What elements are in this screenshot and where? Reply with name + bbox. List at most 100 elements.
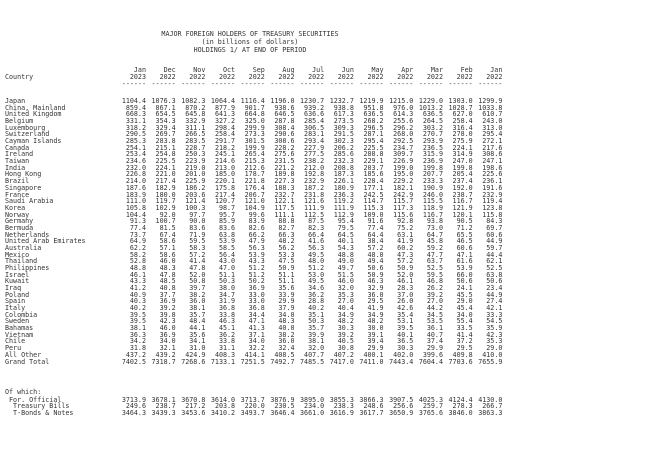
row-value-cell: 225.9: [185, 177, 206, 186]
row-value-cell: 290.5: [125, 130, 146, 139]
row-value-cell: 47.3: [397, 250, 414, 259]
row-value-cell: 195.0: [393, 170, 414, 179]
row-value-cell: 51.2: [248, 270, 265, 279]
row-value-cell: 646.5: [274, 110, 295, 119]
row-country-label: India: [5, 163, 26, 172]
row-value-cell: 38.0: [218, 284, 236, 293]
row-value-cell: 399.6: [422, 350, 443, 359]
row-value-cell: 63.8: [486, 270, 503, 279]
row-value-cell: 64.7: [426, 230, 443, 239]
row-value-cell: 44.1: [189, 324, 206, 333]
row-value-cell: 90.5: [456, 217, 473, 226]
row-value-cell: 867.1: [155, 103, 176, 112]
row-value-cell: 43.0: [218, 257, 236, 266]
row-value-cell: 238.7: [452, 190, 473, 199]
row-value-cell: 938.8: [333, 103, 354, 112]
row-value-cell: 29.0: [456, 297, 473, 306]
row-value-cell: 400.1: [363, 350, 384, 359]
column-header-rule: ------: [181, 80, 206, 88]
row-value-cell: 91.3: [129, 217, 146, 226]
row-country-label: Peru: [5, 344, 22, 353]
row-value-cell: 226.9: [393, 157, 414, 166]
table-row: Australia 62.2 57.1 58.3 58.5 56.3 56.2 56.3 54.…: [5, 245, 505, 252]
row-value-cell: 58.3: [189, 243, 206, 252]
table-row: China, Mainland 859.4 867.1 870.2 877.9 901.7…: [5, 103, 505, 112]
row-value-cell: 52.5: [426, 264, 443, 272]
row-value-cell: 186.2: [185, 183, 206, 192]
row-value-cell: 27.4: [486, 297, 503, 306]
column-header-year: 2023: [129, 73, 146, 81]
row-value-cell: 270.7: [422, 130, 443, 139]
row-value-cell: 115.6: [393, 210, 414, 219]
row-value-cell: 291.5: [333, 130, 354, 139]
row-value-cell: 273.5: [333, 117, 354, 126]
row-value-cell: 951.8: [363, 103, 384, 112]
row-value-cell: 100.7: [155, 217, 176, 226]
row-value-cell: 238.3: [333, 402, 354, 411]
row-value-cell: 243.0: [482, 117, 503, 126]
row-value-cell: 34.9: [367, 310, 384, 319]
row-value-cell: 295.4: [363, 137, 384, 146]
row-value-cell: 224.1: [452, 143, 473, 152]
table-row: Peru 31.8 32.1 31.0 31.1 32.2 32.4 32.0 30.8 29.9…: [5, 345, 505, 352]
row-value-cell: 32.4: [278, 344, 295, 353]
row-value-cell: 57.1: [159, 243, 176, 252]
row-value-cell: 1076.3: [151, 97, 176, 105]
column-header-rule: ------: [418, 80, 443, 88]
row-value-cell: 37.0: [397, 290, 414, 299]
table-row: Belgium 331.1 354.3 332.9 327.2 325.0 287.8 285…: [5, 118, 505, 125]
row-value-cell: 7655.9: [478, 357, 503, 366]
row-value-cell: 30.0: [367, 324, 384, 333]
row-value-cell: 46.1: [129, 270, 146, 279]
row-country-label: Spain: [5, 297, 26, 306]
row-value-cell: 39.8: [159, 310, 176, 319]
row-value-cell: 24.1: [456, 284, 473, 293]
row-value-cell: 1116.4: [240, 97, 265, 105]
column-header-rule: ------: [270, 80, 295, 88]
row-value-cell: 40.2: [308, 304, 325, 313]
row-value-cell: 56.3: [248, 243, 265, 252]
row-value-cell: 46.0: [159, 324, 176, 333]
row-value-cell: 668.3: [125, 110, 146, 119]
row-value-cell: 275.6: [274, 150, 295, 159]
row-value-cell: 32.2: [248, 344, 265, 353]
row-value-cell: 30.3: [397, 344, 414, 353]
row-value-cell: 42.3: [159, 317, 176, 326]
table-row: India 232.0 224.1 219.0 213.0 212.6 221.2 212.0…: [5, 165, 505, 172]
row-value-cell: 177.1: [363, 183, 384, 192]
row-value-cell: 1219.9: [359, 97, 384, 105]
row-value-cell: 36.0: [189, 297, 206, 306]
table-row: Saudi Arabia 111.0 119.7 121.4 120.7 121.0 122…: [5, 198, 505, 205]
row-value-cell: 39.5: [129, 317, 146, 326]
row-value-cell: 636.5: [363, 110, 384, 119]
row-value-cell: 225.5: [363, 143, 384, 152]
country-column-header: Country: [5, 73, 34, 81]
column-header-year: 2022: [159, 73, 176, 81]
table-row: Chile 34.2 34.0 34.1 33.8 34.0 36.0 38.1 40.5 39.…: [5, 338, 505, 345]
row-country-label: Saudi Arabia: [5, 197, 54, 206]
row-value-cell: 64.5: [337, 230, 354, 239]
row-value-cell: 287.8: [274, 117, 295, 126]
row-value-cell: 111.9: [304, 203, 325, 212]
row-country-label: Vietnam: [5, 330, 34, 339]
column-header-rule: ------: [121, 80, 146, 88]
table-row: Hong Kong 226.8 221.0 201.0 185.0 178.7 189.8 1…: [5, 171, 505, 178]
table-row: Sweden 39.5 42.3 48.4 46.3 47.1 48.3 50.3 48.2 48…: [5, 318, 505, 325]
row-value-cell: 293.9: [422, 137, 443, 146]
row-value-cell: 610.7: [482, 110, 503, 119]
of-which-row: T-Bonds & Notes 3464.3 3439.3 3453.6 3410.2 3…: [5, 410, 505, 417]
row-value-cell: 121.9: [452, 203, 473, 212]
column-header-month: Feb: [460, 66, 473, 74]
row-value-cell: 48.3: [278, 317, 295, 326]
row-value-cell: 36.0: [278, 337, 295, 346]
row-value-cell: 112.9: [333, 210, 354, 219]
row-value-cell: 220.0: [244, 402, 265, 411]
row-value-cell: 228.7: [185, 143, 206, 152]
row-value-cell: 285.3: [125, 137, 146, 146]
column-header-rule: ------: [151, 80, 176, 88]
row-value-cell: 234.6: [125, 157, 146, 166]
row-value-cell: 7251.5: [240, 357, 265, 366]
row-value-cell: 33.5: [456, 324, 473, 333]
column-header-month: Dec: [163, 66, 176, 74]
row-value-cell: 232.9: [482, 190, 503, 199]
